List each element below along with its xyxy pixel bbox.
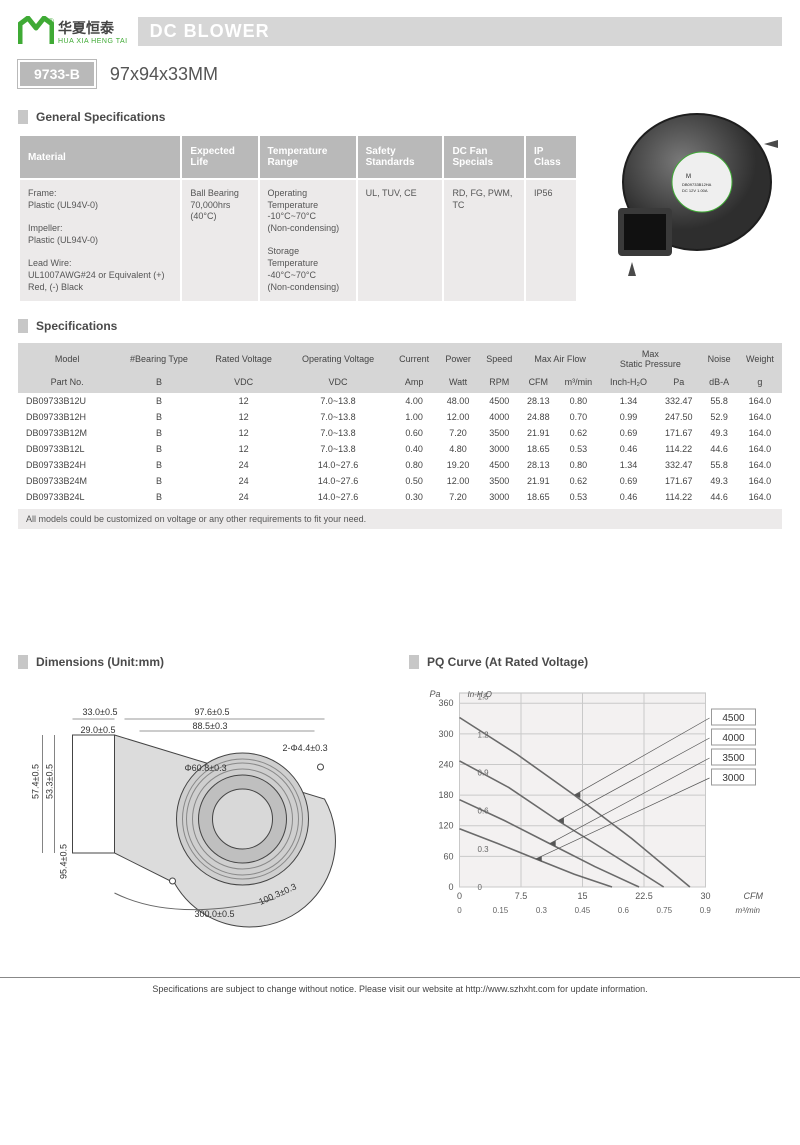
header-bar: ® 华夏恒泰 HUA XIA HENG TAI DC BLOWER: [18, 16, 782, 46]
spec-table: Model#Bearing TypeRated VoltageOperating…: [18, 343, 782, 505]
gs-col: IP Class: [526, 136, 576, 178]
gs-col: Material: [20, 136, 180, 178]
svg-text:0.3: 0.3: [478, 845, 490, 854]
svg-text:97.6±0.5: 97.6±0.5: [195, 707, 230, 717]
svg-text:DB09733B12HA: DB09733B12HA: [682, 182, 712, 187]
svg-text:4500: 4500: [722, 713, 745, 724]
svg-text:2-Φ4.4±0.3: 2-Φ4.4±0.3: [283, 743, 328, 753]
svg-text:Φ60.8±0.3: Φ60.8±0.3: [185, 763, 227, 773]
section-pq-curve: PQ Curve (At Rated Voltage): [427, 655, 588, 669]
svg-text:240: 240: [438, 760, 453, 770]
svg-text:120: 120: [438, 821, 453, 831]
svg-text:95.4±0.5: 95.4±0.5: [59, 844, 69, 879]
section-spec: Specifications: [36, 319, 117, 333]
svg-text:0: 0: [478, 883, 483, 892]
gs-col: Expected Life: [182, 136, 257, 178]
pq-chart: 06012018024030036007.51522.53000.30.60.9…: [409, 679, 782, 929]
svg-text:15: 15: [577, 891, 587, 901]
svg-text:57.4±0.5: 57.4±0.5: [31, 764, 41, 799]
svg-text:33.0±0.5: 33.0±0.5: [83, 707, 118, 717]
gs-cell: UL, TUV, CE: [358, 180, 443, 301]
brand-cn: 华夏恒泰: [58, 18, 128, 38]
spec-row: DB09733B12HB127.0~13.81.0012.00400024.88…: [18, 409, 782, 425]
svg-text:3000: 3000: [722, 773, 745, 784]
svg-text:M: M: [686, 174, 691, 180]
spec-note: All models could be customized on voltag…: [18, 509, 782, 529]
footer-disclaimer: Specifications are subject to change wit…: [0, 977, 800, 1000]
gs-cell: Operating Temperature -10°C~70°C (Non-co…: [260, 180, 356, 301]
svg-text:0.3: 0.3: [536, 906, 548, 915]
svg-text:0: 0: [457, 906, 462, 915]
svg-text:300.0±0.5: 300.0±0.5: [195, 909, 235, 919]
svg-text:3500: 3500: [722, 753, 745, 764]
gs-cell: Frame: Plastic (UL94V-0) Impeller: Plast…: [20, 180, 180, 301]
spec-row: DB09733B12MB127.0~13.80.607.20350021.910…: [18, 425, 782, 441]
spec-row: DB09733B24MB2414.0~27.60.5012.00350021.9…: [18, 473, 782, 489]
dimension-drawing: 33.0±0.5 97.6±0.5 88.5±0.3 29.0±0.5 Φ60.8±0.…: [18, 679, 391, 929]
svg-text:m³/min: m³/min: [736, 906, 761, 915]
gs-cell: IP56: [526, 180, 576, 301]
gs-col: Safety Standards: [358, 136, 443, 178]
svg-text:0.6: 0.6: [618, 906, 630, 915]
svg-text:7.5: 7.5: [515, 891, 528, 901]
svg-text:60: 60: [443, 852, 453, 862]
product-photo: M DB09733B12HA DC 12V 1.00A: [592, 104, 782, 284]
svg-text:In-H₂O: In-H₂O: [468, 690, 492, 699]
svg-text:0.15: 0.15: [493, 906, 509, 915]
spec-row: DB09733B12LB127.0~13.80.404.80300018.650…: [18, 441, 782, 457]
gs-col: DC Fan Specials: [444, 136, 524, 178]
svg-text:CFM: CFM: [744, 891, 764, 901]
svg-text:DC 12V 1.00A: DC 12V 1.00A: [682, 188, 708, 193]
svg-text:300: 300: [438, 729, 453, 739]
svg-text:0: 0: [448, 882, 453, 892]
svg-text:4000: 4000: [722, 733, 745, 744]
gs-cell: RD, FG, PWM, TC: [444, 180, 524, 301]
brand-en: HUA XIA HENG TAI: [58, 38, 128, 45]
svg-text:®: ®: [48, 17, 54, 26]
svg-text:22.5: 22.5: [635, 891, 653, 901]
spec-row: DB09733B12UB127.0~13.84.0048.00450028.13…: [18, 393, 782, 409]
svg-text:Pa: Pa: [430, 689, 441, 699]
svg-text:53.3±0.5: 53.3±0.5: [45, 764, 55, 799]
general-spec-table: MaterialExpected LifeTemperature RangeSa…: [18, 134, 578, 303]
svg-text:0.45: 0.45: [575, 906, 591, 915]
svg-text:0.9: 0.9: [700, 906, 712, 915]
doc-title: DC BLOWER: [138, 17, 782, 46]
model-code: 9733-B: [18, 60, 96, 88]
gs-col: Temperature Range: [260, 136, 356, 178]
spec-row: DB09733B24LB2414.0~27.60.307.20300018.65…: [18, 489, 782, 505]
svg-text:360: 360: [438, 698, 453, 708]
svg-text:29.0±0.5: 29.0±0.5: [81, 725, 116, 735]
gs-cell: Ball Bearing 70,000hrs (40°C): [182, 180, 257, 301]
brand-logo: ® 华夏恒泰 HUA XIA HENG TAI: [18, 16, 128, 46]
model-dimensions: 97x94x33MM: [110, 64, 218, 85]
section-dimensions: Dimensions (Unit:mm): [36, 655, 164, 669]
svg-text:30: 30: [700, 891, 710, 901]
section-general-spec: General Specifications: [36, 110, 165, 124]
svg-text:0.75: 0.75: [657, 906, 673, 915]
svg-text:88.5±0.3: 88.5±0.3: [193, 721, 228, 731]
svg-text:0: 0: [457, 891, 462, 901]
spec-row: DB09733B24HB2414.0~27.60.8019.20450028.1…: [18, 457, 782, 473]
svg-text:180: 180: [438, 790, 453, 800]
